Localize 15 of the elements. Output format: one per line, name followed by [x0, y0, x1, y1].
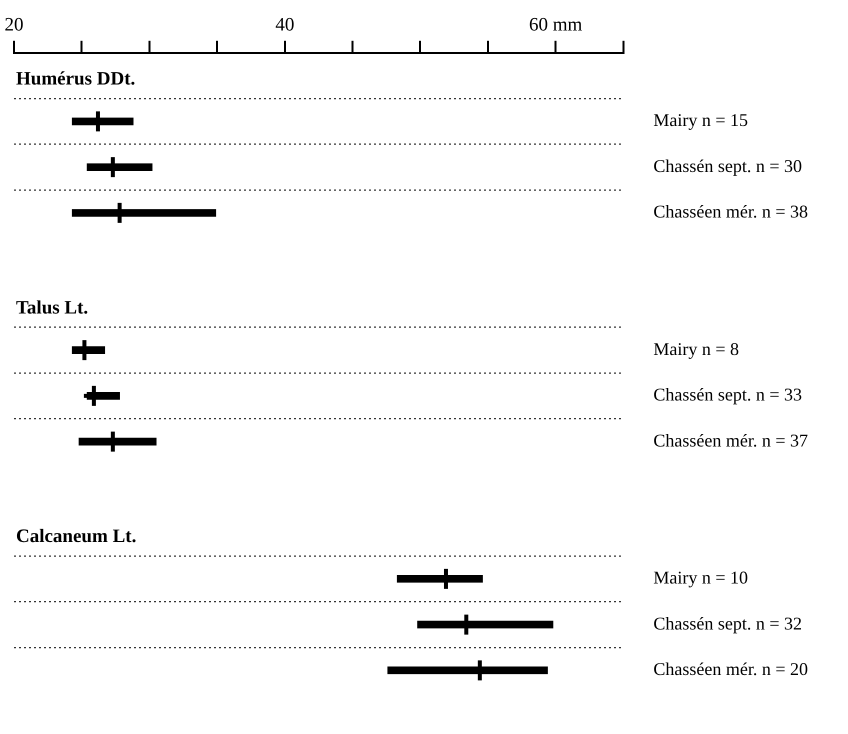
x-tick-label: 60 mm	[529, 14, 583, 36]
y-tick-label: Chassén sept. n = 30	[653, 156, 802, 176]
x-tick-label: 40	[275, 14, 294, 36]
annotation: Talus Lt.	[16, 297, 88, 318]
y-tick-label: Chasséen mér. n = 38	[653, 202, 808, 222]
y-tick-label: Chasséen mér. n = 20	[653, 659, 808, 680]
y-tick-label: Chasséen mér. n = 37	[653, 430, 808, 450]
annotation: Calcaneum Lt.	[16, 526, 136, 548]
y-tick-label: Mairy n = 8	[653, 338, 740, 359]
y-tick-label: Mairy n = 10	[653, 568, 748, 588]
annotation: Humérus DDt.	[16, 68, 136, 90]
y-tick-label: Chassén sept. n = 33	[653, 384, 802, 405]
x-tick-label: 20	[4, 14, 24, 36]
y-tick-label: Mairy n = 15	[653, 110, 748, 130]
y-tick-label: Chassén sept. n = 32	[653, 613, 802, 634]
